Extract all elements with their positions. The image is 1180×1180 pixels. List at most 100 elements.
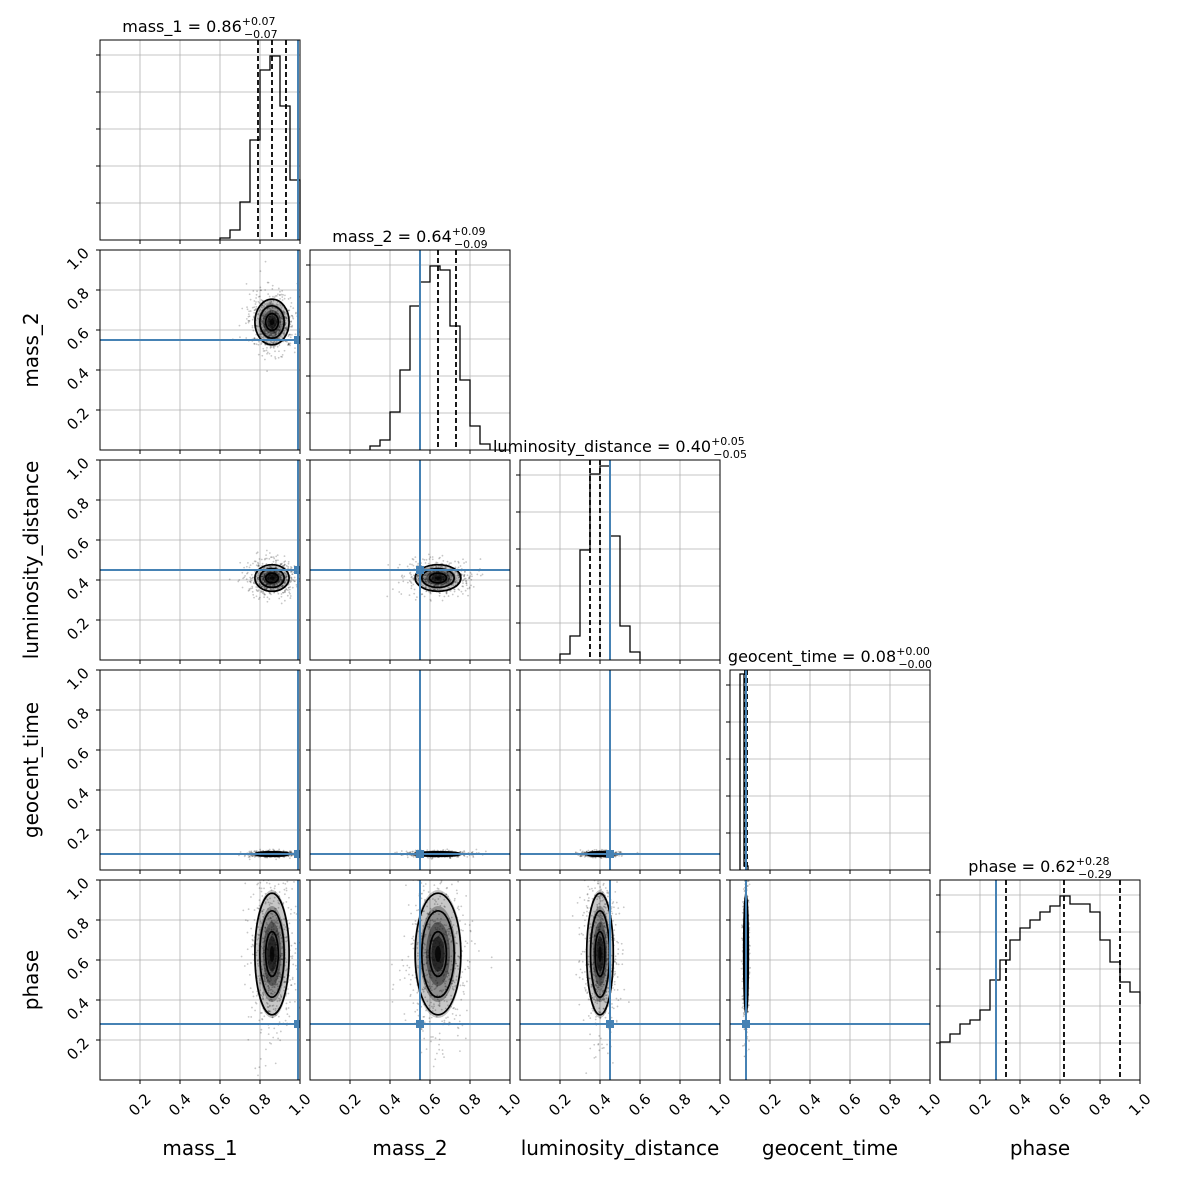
sample-point	[279, 304, 282, 307]
sample-point	[295, 913, 298, 915]
sample-point	[277, 587, 280, 590]
sample-point	[279, 579, 282, 582]
truth-marker	[294, 1020, 300, 1028]
sample-point	[277, 312, 280, 315]
sample-point	[468, 587, 471, 590]
sample-point	[280, 947, 283, 950]
sample-point	[592, 856, 595, 859]
sample-point	[273, 333, 276, 336]
sample-point	[269, 916, 272, 919]
sample-point	[270, 556, 273, 559]
sample-point	[270, 998, 273, 1001]
sample-point	[265, 557, 268, 560]
sample-point	[446, 574, 449, 577]
sample-point	[278, 350, 280, 353]
sample-point	[461, 579, 464, 582]
sample-point	[270, 302, 273, 305]
sample-point	[262, 937, 265, 940]
sample-point	[479, 558, 482, 560]
sample-point	[282, 293, 285, 296]
panel-background	[310, 880, 510, 1080]
sample-point	[600, 848, 603, 851]
sample-point	[271, 1004, 274, 1007]
sample-point	[262, 994, 265, 997]
sample-point	[261, 304, 263, 307]
sample-point	[470, 584, 472, 587]
sample-point	[261, 321, 264, 324]
sample-point	[274, 341, 277, 344]
sample-point	[281, 578, 284, 581]
sample-point	[430, 582, 433, 585]
sample-point	[283, 924, 285, 926]
sample-point	[429, 570, 432, 573]
sample-point	[263, 974, 265, 977]
sample-point	[268, 352, 271, 355]
sample-point	[291, 957, 294, 960]
sample-point	[281, 574, 283, 577]
sample-point	[262, 974, 264, 977]
sample-point	[444, 985, 447, 988]
sample-point	[280, 579, 283, 581]
sample-point	[277, 968, 280, 971]
sample-point	[294, 333, 297, 336]
sample-point	[273, 306, 276, 309]
sample-point	[269, 334, 272, 336]
sample-point	[274, 891, 277, 894]
sample-point	[271, 306, 274, 309]
sample-point	[289, 580, 292, 583]
sample-point	[409, 581, 412, 583]
sample-point	[434, 583, 436, 586]
sample-point	[427, 581, 430, 584]
sample-point	[421, 593, 424, 596]
sample-point	[262, 328, 265, 331]
sample-point	[409, 571, 412, 574]
sample-point	[287, 1007, 290, 1009]
sample-point	[600, 857, 603, 860]
sample-point	[254, 1067, 257, 1070]
sample-point	[291, 573, 294, 576]
sample-point	[253, 311, 256, 314]
sample-point	[264, 1064, 267, 1067]
sample-point	[261, 910, 264, 913]
sample-point	[272, 923, 275, 926]
axes-frame	[99, 39, 301, 241]
density-panel-mass_2-vs-phase	[306, 879, 511, 1084]
sample-point	[291, 316, 294, 318]
sample-point	[282, 882, 285, 885]
sample-point	[283, 980, 286, 983]
sample-point	[263, 977, 266, 980]
sample-point	[284, 315, 287, 318]
density-panel-mass_1-vs-mass_2	[96, 249, 301, 454]
sample-point	[250, 962, 252, 964]
sample-point	[270, 934, 273, 937]
sample-point	[423, 558, 426, 561]
contour-line	[254, 298, 290, 346]
sample-point	[284, 294, 286, 297]
sample-point	[273, 347, 275, 349]
sample-point	[277, 906, 280, 909]
sample-point	[253, 342, 256, 345]
sample-point	[275, 876, 277, 878]
sample-point	[285, 316, 287, 319]
sample-point	[271, 971, 274, 974]
sample-point	[417, 562, 420, 565]
sample-point	[268, 1005, 271, 1008]
sample-point	[263, 930, 266, 933]
sample-point	[430, 858, 433, 860]
sample-point	[290, 566, 293, 569]
sample-point	[294, 905, 297, 908]
sample-point	[269, 902, 272, 904]
sample-point	[255, 564, 258, 567]
contour-line	[264, 930, 280, 978]
sample-point	[239, 561, 242, 564]
sample-point	[436, 588, 439, 591]
sample-point	[279, 290, 281, 293]
sample-point	[279, 1039, 282, 1042]
sample-point	[417, 574, 419, 577]
sample-point	[272, 556, 275, 558]
sample-point	[266, 979, 269, 982]
sample-point	[245, 578, 248, 581]
sample-point	[428, 586, 431, 589]
sample-point	[275, 571, 278, 574]
sample-point	[283, 928, 286, 931]
